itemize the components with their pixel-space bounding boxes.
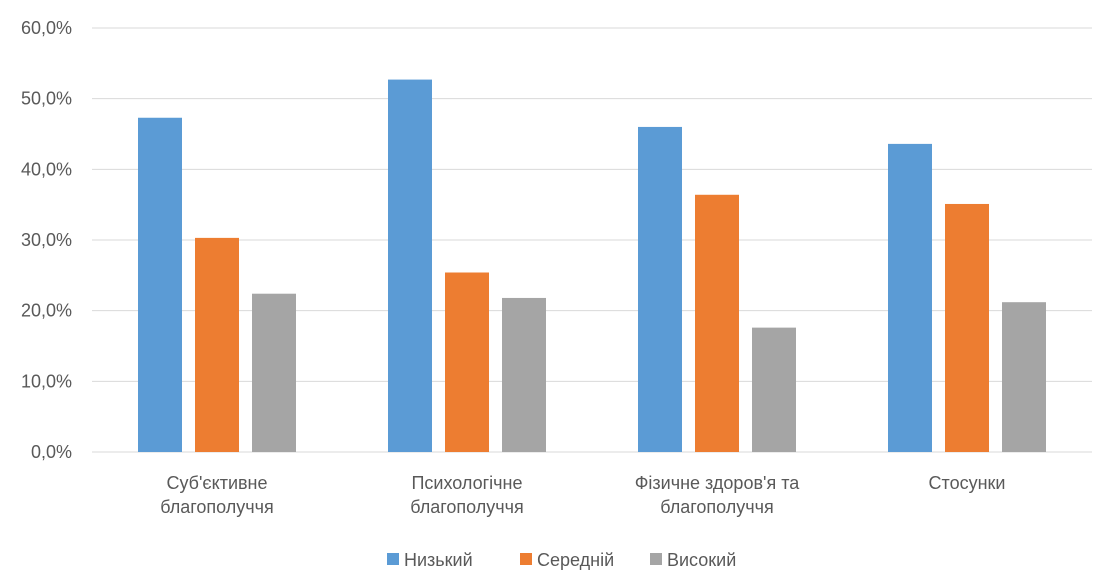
legend-swatch	[650, 553, 662, 565]
legend-label: Високий	[667, 550, 736, 570]
legend-label: Низький	[404, 550, 473, 570]
y-tick-label: 20,0%	[21, 301, 72, 321]
legend-swatch	[387, 553, 399, 565]
bar-1-4	[888, 143, 932, 453]
x-tick-label: Фізичне здоров'я та	[635, 473, 801, 493]
x-axis-ticks: Суб'єктивне благополуччя Психологічне благо…	[160, 473, 1005, 517]
bar-3-3	[752, 327, 796, 452]
x-tick-label: Психологічне	[411, 473, 522, 493]
bar-2-1	[195, 237, 239, 452]
y-tick-label: 50,0%	[21, 89, 72, 109]
y-tick-label: 10,0%	[21, 371, 72, 391]
bar-2-3	[695, 194, 739, 453]
legend: Низький Середній Високий	[387, 550, 736, 570]
y-axis-ticks: 0,0% 10,0% 20,0% 30,0% 40,0% 50,0% 60,0%	[21, 18, 72, 462]
bar-1-3	[638, 126, 682, 452]
legend-swatch	[520, 553, 532, 565]
bar-3-1	[252, 293, 296, 452]
y-tick-label: 60,0%	[21, 18, 72, 38]
bar-3-2	[502, 297, 546, 452]
y-tick-label: 0,0%	[31, 442, 72, 462]
x-tick-label: Суб'єктивне	[166, 473, 267, 493]
bars	[138, 79, 1046, 453]
y-tick-label: 30,0%	[21, 230, 72, 250]
x-tick-label: благополуччя	[410, 497, 524, 517]
y-tick-label: 40,0%	[21, 159, 72, 179]
bar-3-4	[1002, 302, 1046, 452]
bar-2-2	[445, 272, 489, 452]
gridlines	[92, 27, 1092, 453]
legend-label: Середній	[537, 550, 614, 570]
bar-1-2	[388, 79, 432, 452]
x-tick-label: благополуччя	[160, 497, 274, 517]
x-tick-label: благополуччя	[660, 497, 774, 517]
bar-2-4	[945, 203, 989, 452]
x-tick-label: Стосунки	[929, 473, 1006, 493]
bar-1-1	[138, 117, 182, 452]
